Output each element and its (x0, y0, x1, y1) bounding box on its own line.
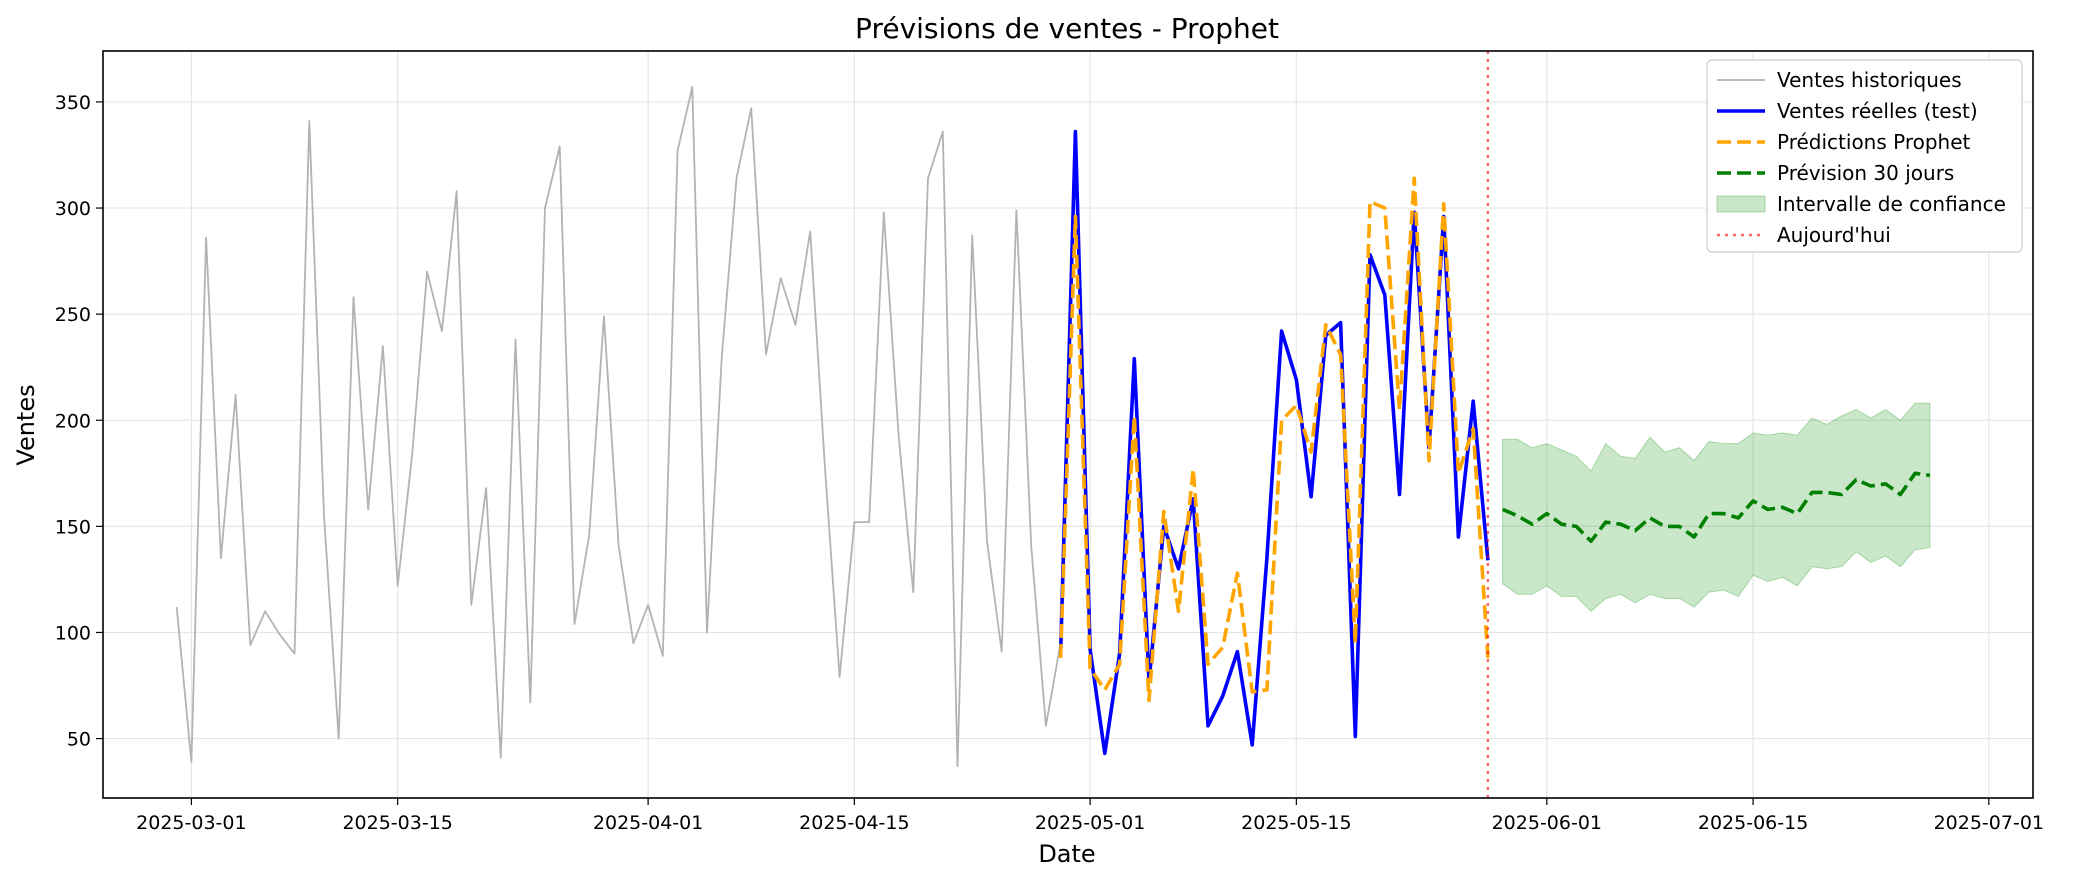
legend-box (1706, 59, 2023, 253)
chart-title: Prévisions de ventes - Prophet (855, 12, 1279, 45)
legend: Ventes historiques Ventes réelles (test) P… (1706, 59, 2023, 253)
legend-label: Aujourd'hui (1777, 223, 1891, 247)
series-line-0 (175, 86, 1062, 768)
y-tick-label: 300 (55, 198, 91, 220)
x-tick-label: 2025-04-15 (799, 812, 909, 834)
legend-label: Ventes réelles (test) (1777, 99, 1978, 123)
x-tick-label: 2025-05-15 (1241, 812, 1351, 834)
series-layer (175, 86, 1931, 768)
y-tick-label: 50 (67, 729, 91, 751)
legend-label: Intervalle de confiance (1777, 192, 2006, 216)
x-tick-label: 2025-04-01 (593, 812, 703, 834)
y-tick-label: 200 (55, 410, 91, 432)
series-line-1 (1058, 129, 1490, 756)
x-axis-title: Date (1038, 840, 1095, 868)
confidence-band (1502, 402, 1931, 612)
series-line-3 (1501, 471, 1931, 544)
y-axis-title: Ventes (12, 384, 40, 465)
plot-frame (102, 50, 2034, 799)
y-tick-label: 150 (55, 516, 91, 538)
x-tick-label: 2025-06-15 (1698, 812, 1808, 834)
x-tick-label: 2025-05-01 (1035, 812, 1145, 834)
x-tick-label: 2025-06-01 (1492, 812, 1602, 834)
legend-label: Prévision 30 jours (1777, 161, 1954, 185)
legend-label: Prédictions Prophet (1777, 130, 1971, 154)
y-tick-label: 350 (55, 92, 91, 114)
y-tick-label: 250 (55, 304, 91, 326)
x-tick-label: 2025-03-15 (342, 812, 452, 834)
confidence-interval (1502, 402, 1931, 612)
legend-swatch (1716, 195, 1766, 213)
series-line-2 (1058, 176, 1490, 703)
x-tick-label: 2025-07-01 (1934, 812, 2044, 834)
x-tick-label: 2025-03-01 (136, 812, 246, 834)
legend-label: Ventes historiques (1777, 68, 1962, 92)
y-tick-label: 100 (55, 622, 91, 644)
y-axis: 50 100 150 200 250 300 350 (55, 92, 103, 751)
x-axis: 2025-03-01 2025-03-15 2025-04-01 2025-04-15… (136, 798, 2044, 834)
